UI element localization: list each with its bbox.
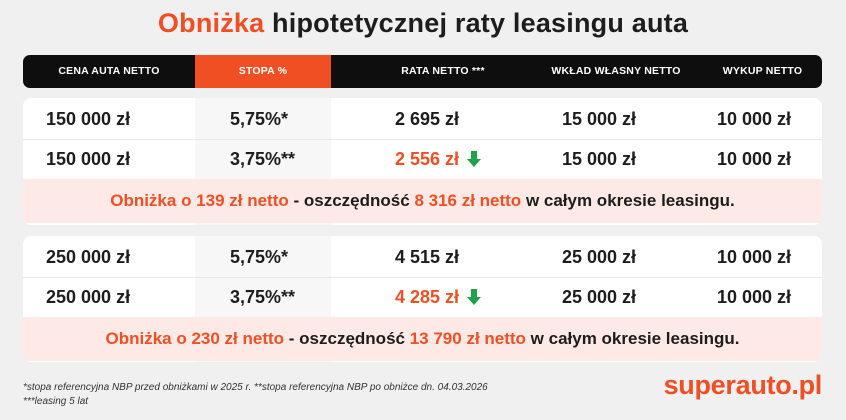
title-accent: Obniżka	[157, 8, 265, 38]
table-header: CENA AUTA NETTO STOPA % RATA NETTO *** W…	[23, 55, 822, 88]
footnote-rates: *stopa referencyjna NBP przed obniżkami …	[23, 382, 488, 393]
down-payment-cell: 25 000 zł	[562, 247, 637, 267]
installment-cell-reduced: 4 285 zł	[395, 277, 482, 317]
installment-cell: 2 695 zł	[395, 109, 460, 129]
rate-cell: 5,75%*	[230, 247, 289, 267]
down-payment-cell: 15 000 zł	[562, 109, 637, 129]
down-payment-cell: 25 000 zł	[562, 287, 637, 307]
header-down-payment: WKŁAD WŁASNY NETTO	[551, 65, 681, 77]
arrow-down-icon	[467, 289, 482, 305]
installment-cell: 4 515 zł	[395, 247, 460, 267]
buyout-cell: 10 000 zł	[717, 109, 792, 129]
summary-middle: - oszczędność	[293, 191, 410, 210]
installment-value: 2 556 zł	[395, 149, 460, 169]
installment-cell-reduced: 2 556 zł	[395, 139, 482, 179]
savings-summary: Obniżka o 230 zł netto - oszczędność 13 …	[23, 317, 822, 361]
header-price: CENA AUTA NETTO	[58, 65, 160, 77]
header-buyout: WYKUP NETTO	[722, 65, 803, 77]
summary-middle: - oszczędność	[288, 329, 405, 348]
savings-text: 13 790 zł netto	[409, 329, 526, 348]
rate-cell: 5,75%*	[230, 109, 289, 129]
installment-value: 4 285 zł	[395, 287, 460, 307]
price-cell: 150 000 zł	[46, 149, 131, 169]
leasing-group-1: 150 000 zł 5,75%* 2 695 zł 15 000 zł 10 …	[23, 98, 822, 225]
table-row: 150 000 zł 3,75%** 2 556 zł 15 000 zł 10…	[23, 139, 822, 179]
price-cell: 150 000 zł	[46, 109, 131, 129]
table-row: 150 000 zł 5,75%* 2 695 zł 15 000 zł 10 …	[23, 99, 822, 140]
header-rate: STOPA %	[195, 55, 331, 88]
table-row: 250 000 zł 5,75%* 4 515 zł 25 000 zł 10 …	[23, 237, 822, 278]
footnote-term: ***leasing 5 lat	[23, 396, 89, 407]
summary-end: w całym okresie leasingu.	[525, 191, 735, 210]
price-cell: 250 000 zł	[46, 287, 131, 307]
arrow-down-icon	[467, 151, 482, 167]
summary-end: w całym okresie leasingu.	[530, 329, 740, 348]
brand-logo: superauto.pl	[663, 370, 823, 400]
reduction-text: Obniżka o 139 zł netto	[110, 191, 289, 210]
reduction-text: Obniżka o 230 zł netto	[105, 329, 285, 348]
page-title: Obniżka hipotetycznej raty leasingu auta	[0, 8, 846, 39]
price-cell: 250 000 zł	[46, 247, 131, 267]
rate-cell: 3,75%**	[230, 149, 296, 169]
savings-text: 8 316 zł netto	[414, 191, 522, 210]
leasing-group-2: 250 000 zł 5,75%* 4 515 zł 25 000 zł 10 …	[23, 236, 822, 362]
title-rest: hipotetycznej raty leasingu auta	[272, 8, 689, 38]
buyout-cell: 10 000 zł	[717, 149, 792, 169]
buyout-cell: 10 000 zł	[717, 287, 792, 307]
buyout-cell: 10 000 zł	[717, 247, 792, 267]
down-payment-cell: 15 000 zł	[562, 149, 637, 169]
savings-summary: Obniżka o 139 zł netto - oszczędność 8 3…	[23, 179, 822, 223]
table-row: 250 000 zł 3,75%** 4 285 zł 25 000 zł 10…	[23, 277, 822, 317]
rate-cell: 3,75%**	[230, 287, 296, 307]
header-installment: RATA NETTO ***	[401, 65, 485, 77]
